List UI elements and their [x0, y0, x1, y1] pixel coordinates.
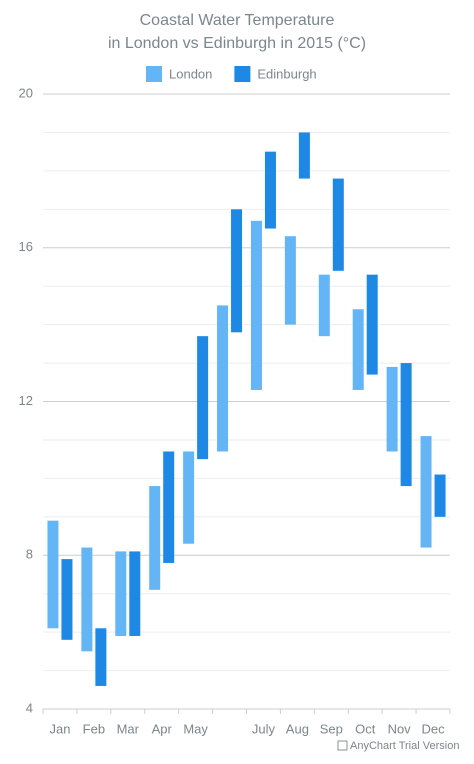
x-tick-label: Oct — [355, 721, 376, 736]
range-bar — [400, 363, 412, 487]
chart-title: Coastal Water Temperature — [140, 12, 335, 29]
range-bar — [298, 132, 310, 179]
range-bar — [217, 305, 229, 452]
legend-swatch — [146, 66, 162, 82]
x-tick-label: Dec — [421, 721, 445, 736]
range-bar — [61, 559, 73, 640]
x-tick-label: Mar — [117, 721, 140, 736]
range-bar — [81, 547, 93, 652]
range-bar — [183, 451, 195, 544]
y-tick-label: 12 — [19, 393, 33, 408]
y-tick-label: 20 — [19, 85, 33, 100]
range-bar — [250, 220, 262, 390]
range-bar — [231, 209, 243, 333]
range-bar — [129, 551, 141, 636]
range-bar — [434, 474, 446, 517]
range-bar — [318, 274, 330, 337]
range-bar — [386, 366, 398, 452]
y-tick-label: 4 — [26, 700, 33, 715]
range-bar — [366, 274, 378, 375]
legend-label: London — [169, 66, 212, 81]
chart-title: in London vs Edinburgh in 2015 (°C) — [108, 35, 366, 52]
x-tick-label: Apr — [152, 721, 173, 736]
x-tick-label: Nov — [388, 721, 412, 736]
credits-icon — [337, 740, 348, 751]
range-bar — [352, 309, 364, 390]
range-bar — [284, 236, 296, 325]
range-bar — [95, 628, 107, 686]
range-bar — [47, 520, 59, 629]
range-bar — [332, 178, 344, 271]
x-tick-label: Jan — [49, 721, 70, 736]
range-bar — [420, 436, 432, 548]
range-bar — [197, 336, 209, 460]
range-bar — [264, 151, 276, 229]
y-tick-label: 8 — [26, 547, 33, 562]
x-tick-label: Sep — [320, 721, 343, 736]
legend-label: Edinburgh — [257, 66, 316, 81]
y-tick-label: 16 — [19, 239, 33, 254]
range-bar — [149, 486, 161, 590]
range-bar — [163, 451, 175, 563]
legend-swatch — [234, 66, 251, 82]
x-tick-label: Aug — [286, 721, 309, 736]
credits: AnyChart Trial Version — [350, 740, 459, 752]
x-tick-label: Feb — [83, 721, 105, 736]
x-tick-label: July — [252, 721, 276, 736]
range-bar — [115, 551, 127, 636]
x-tick-label: May — [183, 721, 208, 736]
